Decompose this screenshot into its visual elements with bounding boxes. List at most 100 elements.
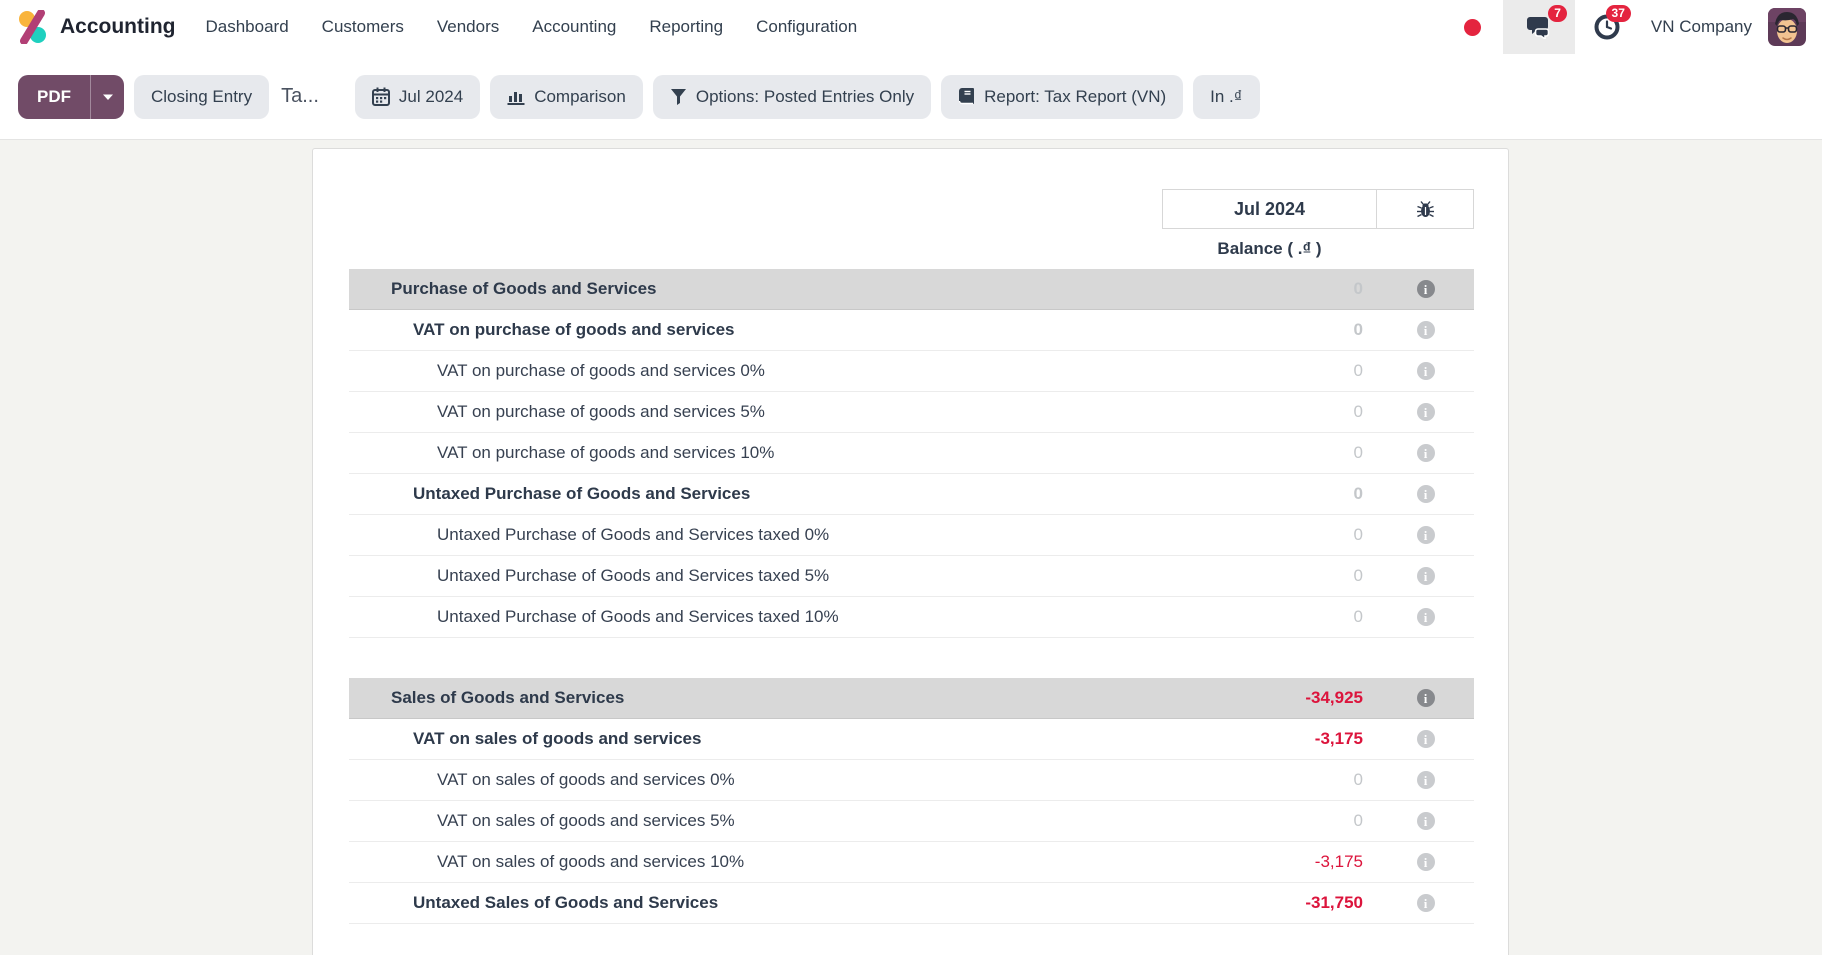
calendar-icon [371,87,390,106]
systray: 7 37 VN Company [1463,0,1806,54]
row-info-cell: i [1377,894,1474,912]
user-avatar[interactable] [1768,8,1806,46]
info-icon[interactable]: i [1416,689,1435,707]
row-info-cell: i [1377,689,1474,707]
row-info-cell: i [1377,485,1474,503]
info-icon[interactable]: i [1416,894,1435,912]
pdf-button[interactable]: PDF [18,74,90,119]
row-value: 0 [1353,607,1363,626]
messages-menu-button[interactable]: 7 [1502,0,1575,54]
report-card: Jul 2024 Balance ( .₫ ) [312,148,1509,955]
row-label[interactable]: Untaxed Purchase of Goods and Services t… [437,607,839,626]
table-row[interactable]: Untaxed Purchase of Goods and Services t… [349,597,1474,638]
row-label[interactable]: Untaxed Purchase of Goods and Services t… [437,566,830,585]
row-label[interactable]: VAT on sales of goods and services 5% [437,811,735,830]
presence-indicator-dot [1463,18,1481,36]
row-label[interactable]: VAT on sales of goods and services 10% [437,852,745,871]
bar-chart-icon [507,92,525,105]
row-value: 0 [1353,443,1363,462]
table-row[interactable]: Untaxed Purchase of Goods and Services 0… [349,474,1474,515]
closing-entry-button[interactable]: Closing Entry [134,74,270,119]
accounting-app-logo-icon[interactable] [16,10,50,44]
section-spacer [349,638,1474,678]
table-row[interactable]: Untaxed Purchase of Goods and Services t… [349,556,1474,597]
row-value: 0 [1353,320,1363,339]
row-label[interactable]: Purchase of Goods and Services [391,279,657,298]
menu-item-customers[interactable]: Customers [321,17,404,36]
content-area: Jul 2024 Balance ( .₫ ) [0,140,1822,955]
row-info-cell: i [1377,362,1474,380]
row-label[interactable]: VAT on purchase of goods and services 10… [437,443,775,462]
info-icon[interactable]: i [1416,280,1435,298]
report-header-row: Jul 2024 [349,189,1474,229]
control-panel: PDF Closing Entry Ta... Jul 2024 [0,54,1822,140]
row-label[interactable]: VAT on purchase of goods and services 5% [437,402,765,421]
table-row[interactable]: Purchase of Goods and Services 0 i [349,269,1474,310]
row-value: 0 [1353,811,1363,830]
options-filter-label: Options: Posted Entries Only [695,86,915,106]
options-filter-button[interactable]: Options: Posted Entries Only [652,74,932,119]
row-label[interactable]: VAT on purchase of goods and services 0% [437,361,765,380]
main-menu: Dashboard Customers Vendors Accounting R… [206,17,858,37]
table-row[interactable]: VAT on purchase of goods and services 0%… [349,351,1474,392]
bug-icon [1416,200,1434,217]
info-icon[interactable]: i [1416,812,1435,830]
menu-item-accounting[interactable]: Accounting [532,17,617,36]
table-row[interactable]: Untaxed Purchase of Goods and Services t… [349,515,1474,556]
info-icon[interactable]: i [1416,321,1435,339]
info-icon[interactable]: i [1416,567,1435,585]
row-label[interactable]: Untaxed Purchase of Goods and Services t… [437,525,830,544]
info-icon[interactable]: i [1416,730,1435,748]
table-row[interactable]: VAT on sales of goods and services 5% 0 … [349,801,1474,842]
chat-bubbles-icon [1526,17,1550,39]
info-icon[interactable]: i [1416,485,1435,503]
row-value: 0 [1353,525,1363,544]
row-value: 0 [1353,566,1363,585]
row-label[interactable]: Untaxed Sales of Goods and Services [413,893,719,912]
comparison-filter-button[interactable]: Comparison [490,74,643,119]
report-variant-button[interactable]: Report: Tax Report (VN) [941,74,1184,119]
table-row[interactable]: VAT on sales of goods and services 0% 0 … [349,760,1474,801]
menu-item-configuration[interactable]: Configuration [756,17,858,36]
messages-count-badge: 7 [1548,5,1567,22]
activities-menu-button[interactable]: 37 [1575,0,1639,54]
row-info-cell: i [1377,526,1474,544]
info-icon[interactable]: i [1416,608,1435,626]
table-row[interactable]: Untaxed Sales of Goods and Services -31,… [349,883,1474,924]
filter-icon [670,89,686,105]
row-label[interactable]: VAT on purchase of goods and services [413,320,735,339]
row-info-cell: i [1377,403,1474,421]
row-info-cell: i [1377,280,1474,298]
info-icon[interactable]: i [1416,526,1435,544]
table-row[interactable]: VAT on purchase of goods and services 0 … [349,310,1474,351]
table-row[interactable]: VAT on sales of goods and services -3,17… [349,719,1474,760]
table-row[interactable]: VAT on sales of goods and services 10% -… [349,842,1474,883]
table-row[interactable]: VAT on purchase of goods and services 5%… [349,392,1474,433]
audit-column-header[interactable] [1377,189,1474,229]
menu-item-reporting[interactable]: Reporting [649,17,724,36]
info-icon[interactable]: i [1416,444,1435,462]
report-rows: Purchase of Goods and Services 0 i VAT o… [349,269,1474,924]
table-row[interactable]: Sales of Goods and Services -34,925 i [349,678,1474,719]
row-label[interactable]: VAT on sales of goods and services 0% [437,770,735,789]
period-filter-button[interactable]: Jul 2024 [354,74,481,119]
row-label[interactable]: Untaxed Purchase of Goods and Services [413,484,751,503]
row-value: 0 [1353,361,1363,380]
breadcrumb[interactable]: Ta... [281,85,319,107]
company-switcher[interactable]: VN Company [1650,17,1752,36]
info-icon[interactable]: i [1416,403,1435,421]
activities-count-badge: 37 [1605,5,1631,22]
currency-filter-button[interactable]: In .₫ [1193,74,1260,119]
table-row[interactable]: VAT on purchase of goods and services 10… [349,433,1474,474]
period-column-header[interactable]: Jul 2024 [1162,189,1377,229]
info-icon[interactable]: i [1416,853,1435,871]
row-info-cell: i [1377,321,1474,339]
row-label[interactable]: Sales of Goods and Services [391,688,625,707]
row-label[interactable]: VAT on sales of goods and services [413,729,702,748]
app-title[interactable]: Accounting [60,15,176,38]
info-icon[interactable]: i [1416,362,1435,380]
menu-item-vendors[interactable]: Vendors [436,17,500,36]
menu-item-dashboard[interactable]: Dashboard [205,17,289,36]
pdf-dropdown-toggle[interactable] [90,74,124,119]
info-icon[interactable]: i [1416,771,1435,789]
